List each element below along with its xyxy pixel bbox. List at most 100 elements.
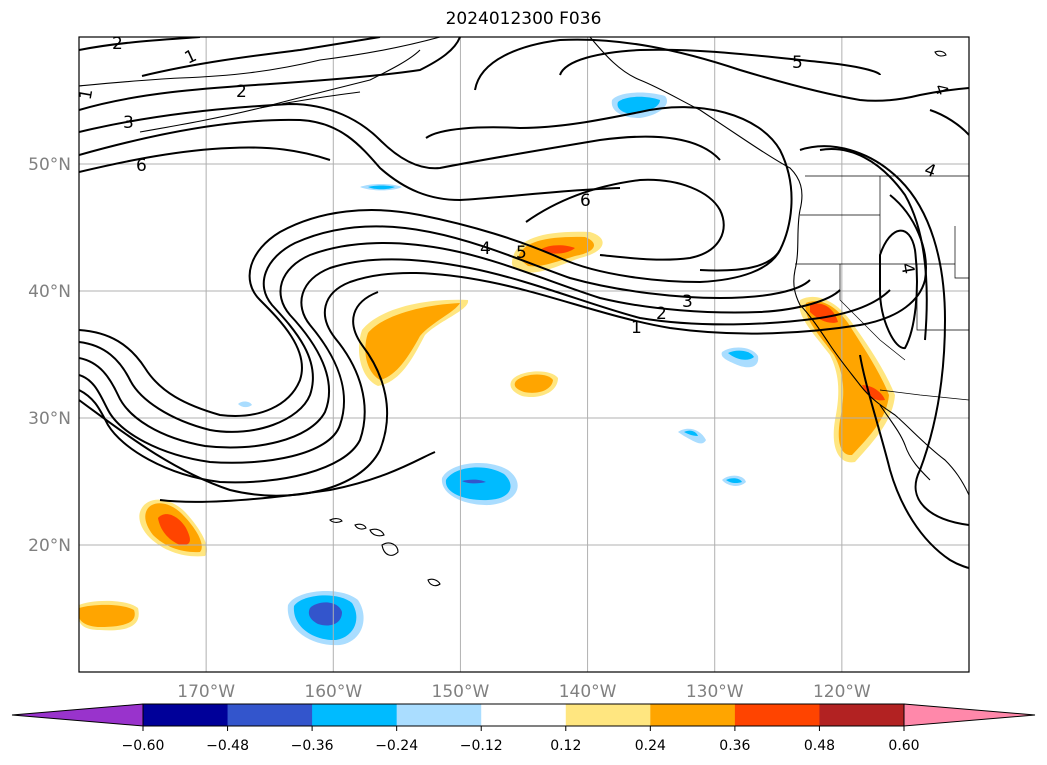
colorbar-segment — [650, 704, 736, 726]
colorbar-segment — [312, 704, 398, 726]
positive-anomaly-area — [810, 303, 838, 323]
contour-layer — [79, 37, 969, 569]
contour-label: 3 — [123, 113, 134, 133]
contour-label: 2 — [236, 82, 247, 102]
map-area: 2 1 1 2 3 6 5 4 6 5 4 3 2 1 4 4 — [76, 34, 969, 672]
negative-anomaly-area — [462, 479, 486, 484]
latitude-label: 20°N — [28, 536, 71, 556]
colorbar-tick-label: −0.60 — [122, 738, 165, 754]
negative-anomaly-area — [728, 350, 754, 360]
contour-line — [79, 102, 721, 170]
negative-anomaly-area — [368, 185, 395, 190]
colorbar-segment — [565, 704, 651, 726]
state-border — [839, 264, 906, 361]
contour-label: 5 — [516, 243, 527, 263]
plot-title: 2024012300 F036 — [445, 9, 602, 29]
contour-line — [799, 145, 969, 526]
contour-line — [79, 225, 811, 433]
country-border — [879, 389, 969, 401]
state-border — [954, 226, 969, 279]
colorbar-tick-label: −0.24 — [375, 738, 418, 754]
island — [369, 528, 385, 537]
contour-line — [79, 146, 331, 173]
latitude-label: 50°N — [28, 155, 71, 175]
contour-line — [79, 194, 927, 484]
latitude-label: 30°N — [28, 409, 71, 429]
island — [329, 518, 343, 523]
contour-label: 6 — [136, 156, 147, 176]
contour-line — [79, 242, 841, 449]
colorbar-tick-label: −0.36 — [291, 738, 334, 754]
contour-line — [525, 178, 725, 261]
coastline — [79, 37, 441, 87]
island — [381, 542, 399, 556]
colorbar-segment — [734, 704, 820, 726]
map-frame — [78, 36, 970, 673]
colorbar-segment — [481, 704, 567, 726]
colorbar-segment — [143, 704, 229, 726]
contour-line — [141, 37, 381, 77]
colorbar-tick-label: 0.48 — [804, 738, 835, 754]
positive-anomaly-area — [79, 604, 135, 627]
contour-line — [79, 37, 461, 111]
island — [427, 578, 441, 587]
contour-line — [79, 37, 201, 51]
colorbar-tick-label: 0.36 — [719, 738, 750, 754]
longitude-label: 140°W — [559, 682, 617, 702]
longitude-label: 130°W — [686, 682, 744, 702]
contour-line — [159, 451, 436, 503]
contour-line — [474, 38, 969, 102]
colorbar-over-triangle — [904, 704, 1035, 726]
colorbar-tick-label: −0.48 — [206, 738, 249, 754]
border-layer — [795, 175, 969, 401]
contour-label: 1 — [631, 318, 642, 338]
positive-anomaly-area — [514, 374, 553, 393]
longitude-label: 160°W — [304, 682, 362, 702]
contour-line — [859, 354, 969, 569]
negative-anomaly-area — [445, 467, 511, 501]
contour-label: 1 — [76, 87, 98, 101]
negative-anomaly-area — [684, 430, 698, 436]
contour-label: 3 — [682, 292, 693, 312]
contour-label: 4 — [480, 239, 491, 259]
coastline — [259, 49, 421, 109]
island — [354, 523, 367, 530]
contour-line — [79, 209, 781, 417]
contour-label: 5 — [792, 53, 803, 73]
longitude-label: 170°W — [177, 682, 235, 702]
longitude-label: 120°W — [813, 682, 871, 702]
colorbar-under-triangle — [12, 704, 143, 726]
colorbar-tick-label: 0.60 — [888, 738, 919, 754]
colorbar-frame — [142, 703, 905, 727]
colorbar-segment — [396, 704, 482, 726]
contour-line — [79, 118, 621, 202]
latitude-label: 40°N — [28, 282, 71, 302]
negative-anomaly-area — [726, 478, 742, 484]
contour-label: 2 — [112, 34, 123, 54]
contour-line — [79, 258, 891, 464]
contour-line — [819, 148, 928, 341]
colorbar-tick-label: 0.12 — [550, 738, 581, 754]
positive-anomaly-area — [365, 303, 460, 380]
contour-line — [879, 229, 918, 349]
colorbar-segment — [227, 704, 313, 726]
latitude-labels: 50°N 40°N 30°N 20°N — [28, 155, 71, 556]
contour-line — [79, 291, 389, 497]
longitude-label: 150°W — [432, 682, 490, 702]
contour-label-layer: 2 1 1 2 3 6 5 4 6 5 4 3 2 1 4 4 — [76, 34, 952, 338]
negative-anomaly-area — [238, 401, 252, 408]
colorbar-tick-label: 0.24 — [635, 738, 666, 754]
coastline — [879, 404, 931, 481]
contour-line — [559, 48, 881, 76]
contour-label: 6 — [580, 191, 591, 211]
contour-label: 2 — [656, 304, 667, 324]
longitude-labels: 170°W 160°W 150°W 140°W 130°W 120°W — [177, 682, 871, 702]
contour-line — [929, 109, 969, 136]
colorbar: −0.60 −0.48 −0.36 −0.24 −0.12 0.12 0.24 0.36 0.4… — [11, 703, 1036, 754]
contour-label: 4 — [896, 262, 918, 276]
coastline — [139, 91, 361, 133]
coastline-layer — [79, 37, 969, 587]
island — [934, 50, 947, 57]
